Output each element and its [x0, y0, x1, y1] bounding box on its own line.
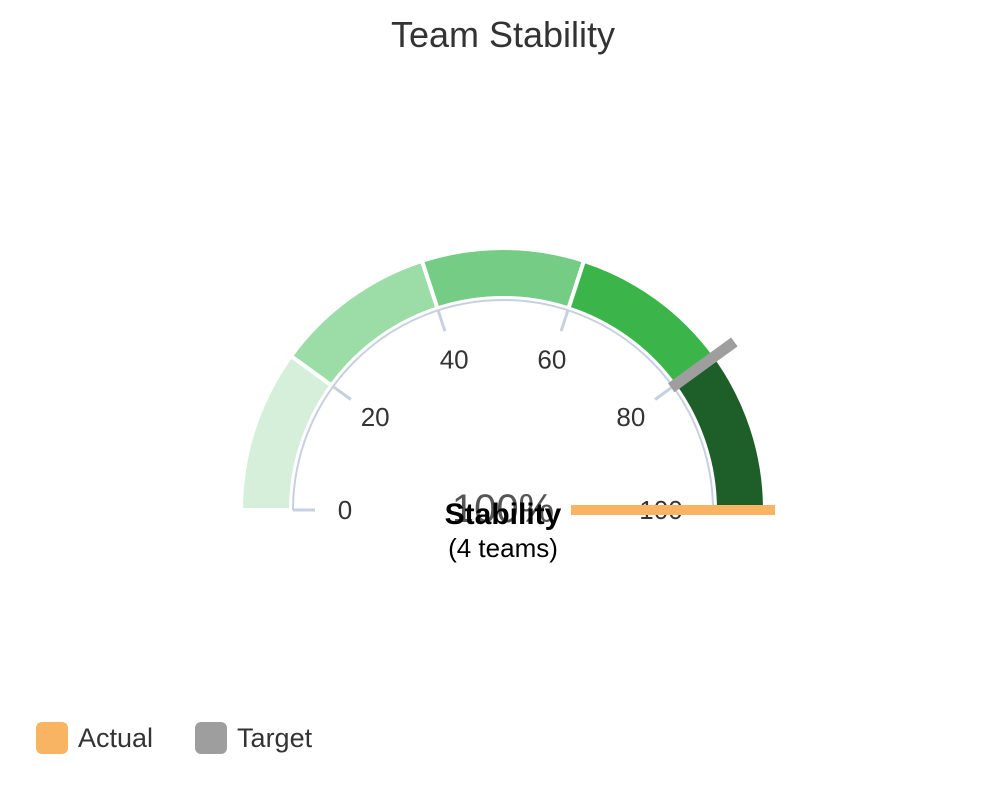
- gauge-band-0: [238, 353, 335, 512]
- legend-swatch-target: [195, 722, 228, 754]
- gauge-tick-20: [332, 385, 352, 401]
- legend-item-target[interactable]: Target: [195, 722, 312, 754]
- gauge-markers: [571, 337, 775, 515]
- legend-label-target: Target: [237, 722, 313, 753]
- gauge-tick-40: [436, 309, 447, 332]
- gauge-tick-label-0: 0: [338, 495, 352, 525]
- legend-item-actual[interactable]: Actual: [36, 722, 153, 754]
- gauge-tick-label-20: 20: [361, 402, 390, 432]
- gauge-axis: [292, 299, 714, 511]
- gauge-target-marker: [668, 337, 738, 393]
- gauge-center-sublabel: (4 teams): [448, 533, 558, 563]
- chart-legend: Actual Target: [36, 722, 354, 754]
- gauge-center-label: Stability: [445, 498, 562, 531]
- gauge-tick-80: [654, 385, 674, 401]
- gauge-axis-arc: [292, 299, 714, 511]
- gauge-band-1: [288, 258, 441, 389]
- gauge-tick-label-60: 60: [537, 345, 566, 375]
- chart-title: Team Stability: [390, 14, 616, 55]
- legend-swatch-actual: [36, 722, 68, 754]
- legend-label-actual: Actual: [78, 722, 154, 753]
- gauge-tick-label-40: 40: [440, 345, 469, 375]
- gauge-tick-label-80: 80: [616, 402, 645, 432]
- gauge-value-text: 100%: [452, 487, 554, 531]
- gauge-tick-60: [559, 309, 570, 332]
